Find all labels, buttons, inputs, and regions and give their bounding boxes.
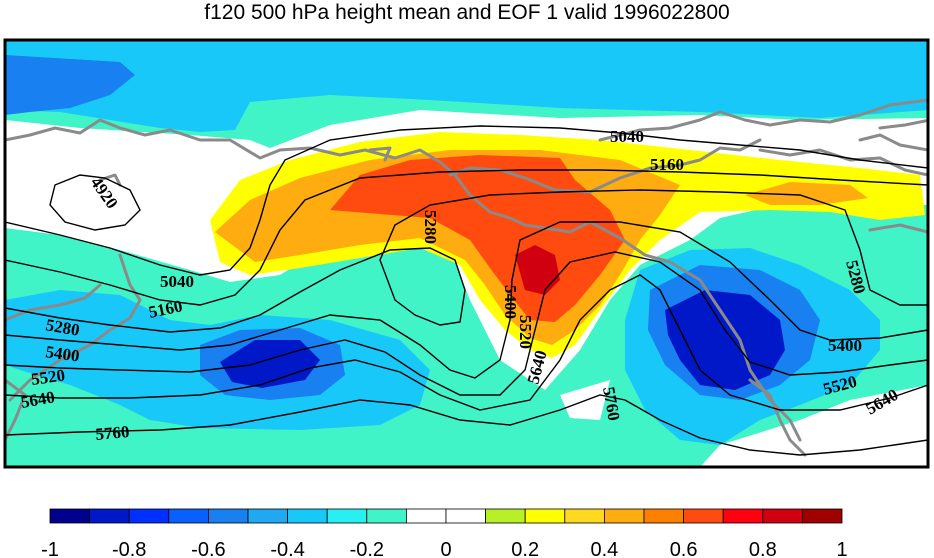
colorbar-tick-label: -0.2	[350, 539, 384, 558]
shading-red-center	[515, 245, 560, 295]
plot-frame	[3, 38, 930, 469]
colorbar-swatch	[49, 508, 90, 524]
colorbar-swatch	[326, 508, 368, 524]
contour-label: 5400	[44, 342, 80, 366]
shading-orange-east	[745, 182, 868, 205]
eof-shading	[5, 40, 928, 467]
colorbar-swatch	[604, 508, 645, 524]
colorbar-swatch	[207, 508, 249, 524]
colorbar: -1 -0.8 -0.6 -0.4 -0.2 0 0.2 0.4 0.6 0.8 1	[41, 508, 848, 558]
colorbar-swatch	[405, 508, 447, 524]
colorbar-swatch	[445, 508, 486, 524]
colorbar-tick-label: 0.8	[749, 539, 777, 558]
shading-darkblue-east	[665, 290, 785, 390]
colorbar-swatch	[128, 508, 170, 524]
colorbar-tick-label: -1	[41, 539, 59, 558]
colorbar-tick-label: 0.2	[511, 539, 539, 558]
colorbar-swatch	[762, 508, 803, 524]
colorbar-tick-label: 1	[836, 539, 847, 558]
contour-5040	[5, 125, 928, 276]
contour-5640	[5, 274, 928, 411]
contour-label: 5400	[501, 285, 520, 319]
height-contours	[5, 125, 928, 456]
plot-title: f120 500 hPa height mean and EOF 1 valid…	[204, 1, 730, 24]
contour-label: 5040	[160, 272, 194, 291]
contour-5760	[5, 394, 928, 456]
colorbar-swatch	[524, 508, 566, 524]
colorbar-swatch	[247, 508, 288, 524]
colorbar-tick-label: -0.8	[112, 539, 146, 558]
contour-label: 5760	[95, 422, 131, 444]
contour-label: 5400	[828, 336, 862, 355]
contour-label: 5280	[421, 210, 440, 244]
shading-lightblue-north	[5, 40, 928, 132]
colorbar-swatch	[802, 508, 843, 524]
contour-5400	[5, 221, 928, 379]
colorbar-tick-label: 0	[440, 539, 451, 558]
shading-blue-northwest	[5, 55, 135, 115]
colorbar-swatch	[564, 508, 605, 524]
shading-white-southeast	[700, 385, 928, 467]
contour-5520	[5, 251, 928, 396]
colorbar-tick-label: 0.6	[670, 539, 698, 558]
colorbar-swatch	[722, 508, 764, 524]
colorbar-tick-label: -0.4	[270, 539, 304, 558]
contour-4920	[49, 174, 141, 231]
coastlines	[5, 98, 928, 457]
colorbar-swatch	[89, 508, 130, 524]
colorbar-tick-label: 0.4	[590, 539, 618, 558]
contour-label: 5520	[516, 315, 535, 349]
colorbar-tick-label: -0.6	[191, 539, 225, 558]
colorbar-swatch	[485, 508, 526, 524]
colorbar-swatch	[683, 508, 724, 524]
colorbar-swatch	[643, 508, 684, 524]
contour-5160	[5, 169, 928, 306]
contour-label: 5040	[610, 127, 644, 146]
contour-5280	[5, 189, 928, 333]
colorbar-swatch	[287, 508, 328, 524]
colorbar-swatch	[366, 508, 407, 524]
contour-label: 5520	[30, 365, 66, 389]
contour-label: 5160	[650, 155, 684, 174]
colorbar-swatch	[168, 508, 209, 524]
